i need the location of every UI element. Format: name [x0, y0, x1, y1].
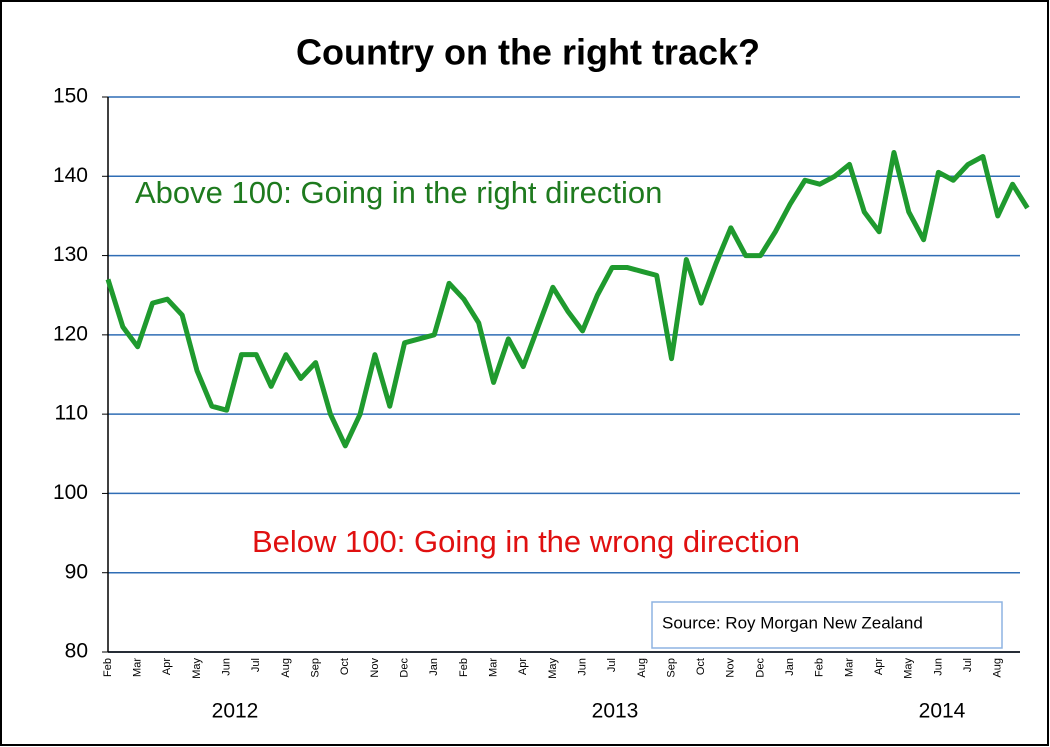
x-tick-label: Mar — [843, 658, 855, 677]
x-tick-label: Feb — [102, 658, 114, 677]
x-tick-label: Jun — [932, 658, 944, 676]
y-tick-label: 120 — [53, 322, 88, 345]
source: Source: Roy Morgan New Zealand — [662, 613, 923, 632]
x-tick-label: Jun — [221, 658, 233, 676]
source-box — [651, 601, 1003, 649]
x-tick-label: Feb — [814, 658, 826, 677]
x-tick-label: Nov — [725, 658, 737, 678]
year-label: 2012 — [212, 700, 259, 723]
x-tick-label: Jun — [576, 658, 588, 676]
x-tick-label: Aug — [280, 658, 292, 678]
y-tick-label: 90 — [65, 560, 88, 583]
x-tick-label: Dec — [754, 658, 766, 678]
data-line — [105, 150, 1030, 449]
x-tick-label: Sep — [310, 658, 322, 678]
chart-title: Country on the right track? — [296, 32, 760, 73]
x-tick-label: Feb — [458, 658, 470, 677]
year-label: 2014 — [919, 700, 966, 723]
y-tick-label: 140 — [53, 164, 88, 187]
x-tick-label: Jan — [784, 658, 796, 676]
y-tick-label: 110 — [55, 402, 88, 425]
x-tick-label: May — [903, 658, 915, 679]
x-tick-label: Apr — [517, 658, 529, 675]
x-tick-label: Jul — [962, 658, 974, 672]
x-tick-label: Jul — [606, 658, 618, 672]
x-tick-label: Dec — [398, 658, 410, 678]
annotation: Above 100: Going in the right direction — [135, 175, 662, 210]
x-tick-label: Oct — [339, 658, 351, 675]
y-tick-label: 80 — [65, 640, 88, 663]
x-tick-label: Sep — [665, 658, 677, 678]
x-tick-label: Jul — [250, 658, 262, 672]
x-tick-label: Oct — [695, 658, 707, 675]
x-tick-label: Aug — [992, 658, 1004, 678]
y-tick-label: 150 — [53, 85, 88, 108]
x-tick-label: Jan — [428, 658, 440, 676]
x-tick-label: Mar — [487, 658, 499, 677]
x-tick-label: Apr — [161, 658, 173, 675]
x-tick-label: Apr — [873, 658, 885, 675]
x-tick-label: Mar — [132, 658, 144, 677]
x-tick-label: Aug — [636, 658, 648, 678]
x-tick-label: May — [547, 658, 559, 679]
x-tick-label: Nov — [369, 658, 381, 678]
year-label: 2013 — [592, 700, 639, 723]
x-tick-label: May — [191, 658, 203, 679]
y-tick-label: 100 — [53, 481, 88, 504]
annotation: Below 100: Going in the wrong direction — [252, 524, 800, 559]
y-tick-label: 130 — [53, 243, 88, 266]
